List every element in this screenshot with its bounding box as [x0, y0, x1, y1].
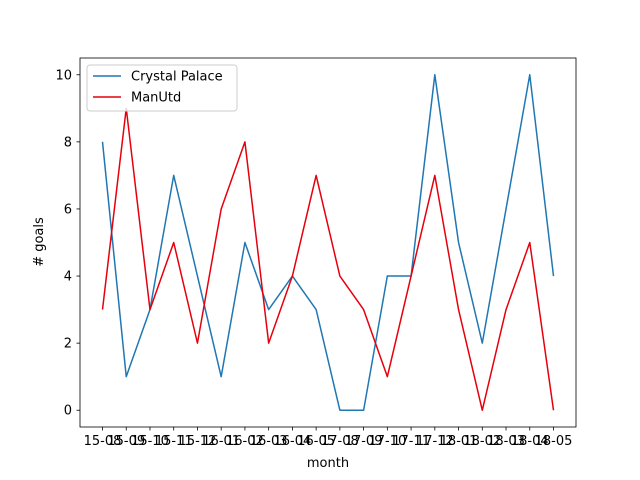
- x-tick-label: 18-05: [535, 434, 573, 449]
- x-tick-label: 17-10: [368, 434, 406, 449]
- x-tick-label: 17-09: [345, 434, 383, 449]
- x-axis-label: month: [307, 456, 349, 471]
- x-tick-label: 16-03: [250, 434, 288, 449]
- legend-label-0: Crystal Palace: [131, 70, 223, 85]
- x-tick-label: 16-05: [297, 434, 335, 449]
- y-tick-label: 6: [64, 202, 72, 217]
- legend-box: [86, 64, 238, 112]
- x-tick-label: 17-08: [321, 434, 359, 449]
- plot-area: [101, 74, 555, 411]
- x-tick-label: 16-02: [226, 434, 264, 449]
- x-tick-label: 18-04: [511, 434, 549, 449]
- x-tick-label: 15-08: [84, 434, 122, 449]
- y-axis-label: # goals: [32, 217, 47, 267]
- x-tick-label: 15-11: [155, 434, 193, 449]
- axes-frame: [79, 57, 577, 428]
- y-tick-label: 10: [55, 68, 72, 83]
- x-tick-label: 16-01: [202, 434, 240, 449]
- x-tick-label: 15-09: [107, 434, 145, 449]
- y-tick-label: 2: [64, 337, 72, 352]
- y-tick-label: 4: [64, 270, 72, 285]
- y-tick-label: 0: [64, 404, 72, 419]
- series-line-0: [101, 74, 555, 411]
- x-tick-label: 15-12: [179, 434, 217, 449]
- x-tick-label: 18-01: [440, 434, 478, 449]
- y-tick-label: 8: [64, 135, 72, 150]
- x-tick-label: 16-04: [274, 434, 312, 449]
- axes: 024681015-0815-0915-1015-1115-1216-0116-…: [55, 57, 577, 449]
- x-tick-label: 18-03: [487, 434, 525, 449]
- legend: Crystal Palace ManUtd: [86, 64, 238, 112]
- x-tick-label: 17-11: [392, 434, 430, 449]
- legend-label-1: ManUtd: [131, 91, 181, 106]
- x-tick-label: 17-12: [416, 434, 454, 449]
- series-line-1: [101, 107, 555, 411]
- x-tick-label: 18-02: [463, 434, 501, 449]
- x-tick-label: 15-10: [131, 434, 169, 449]
